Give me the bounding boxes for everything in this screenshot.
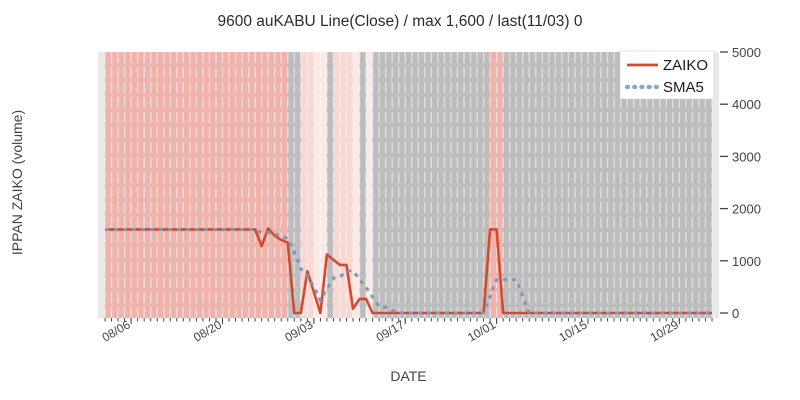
svg-text:9600 auKABU Line(Close) / max: 9600 auKABU Line(Close) / max 1,600 / la… [217,13,582,30]
svg-text:0: 0 [732,306,739,321]
svg-text:IPPAN ZAIKO (volume): IPPAN ZAIKO (volume) [9,110,25,255]
svg-text:ZAIKO: ZAIKO [663,57,708,74]
svg-text:2000: 2000 [732,202,761,217]
svg-text:SMA5: SMA5 [663,79,704,96]
svg-text:4000: 4000 [732,97,761,112]
svg-text:5000: 5000 [732,45,761,60]
svg-text:DATE: DATE [390,368,426,384]
svg-text:3000: 3000 [732,149,761,164]
svg-text:1000: 1000 [732,254,761,269]
